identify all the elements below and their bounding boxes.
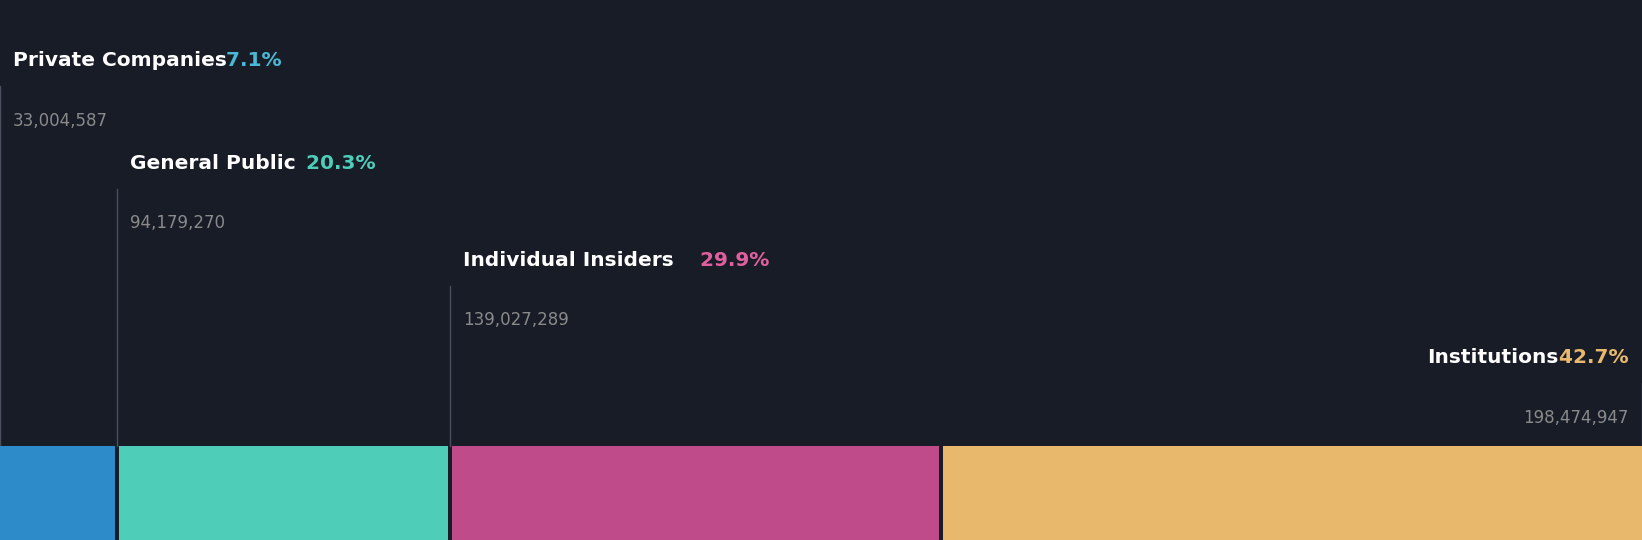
Text: 33,004,587: 33,004,587	[13, 112, 108, 130]
Text: 94,179,270: 94,179,270	[130, 214, 225, 232]
Text: 42.7%: 42.7%	[1552, 348, 1629, 367]
Text: 139,027,289: 139,027,289	[463, 312, 568, 329]
Text: Individual Insiders: Individual Insiders	[463, 251, 673, 270]
Text: Institutions: Institutions	[1427, 348, 1558, 367]
Text: General Public: General Public	[130, 154, 296, 173]
Text: 198,474,947: 198,474,947	[1524, 409, 1629, 427]
Bar	[943, 446, 1642, 540]
Bar	[118, 446, 448, 540]
Text: 7.1%: 7.1%	[218, 51, 281, 70]
Text: 29.9%: 29.9%	[693, 251, 768, 270]
Text: 20.3%: 20.3%	[299, 154, 376, 173]
Bar	[452, 446, 939, 540]
Text: Private Companies: Private Companies	[13, 51, 227, 70]
Bar	[0, 446, 115, 540]
